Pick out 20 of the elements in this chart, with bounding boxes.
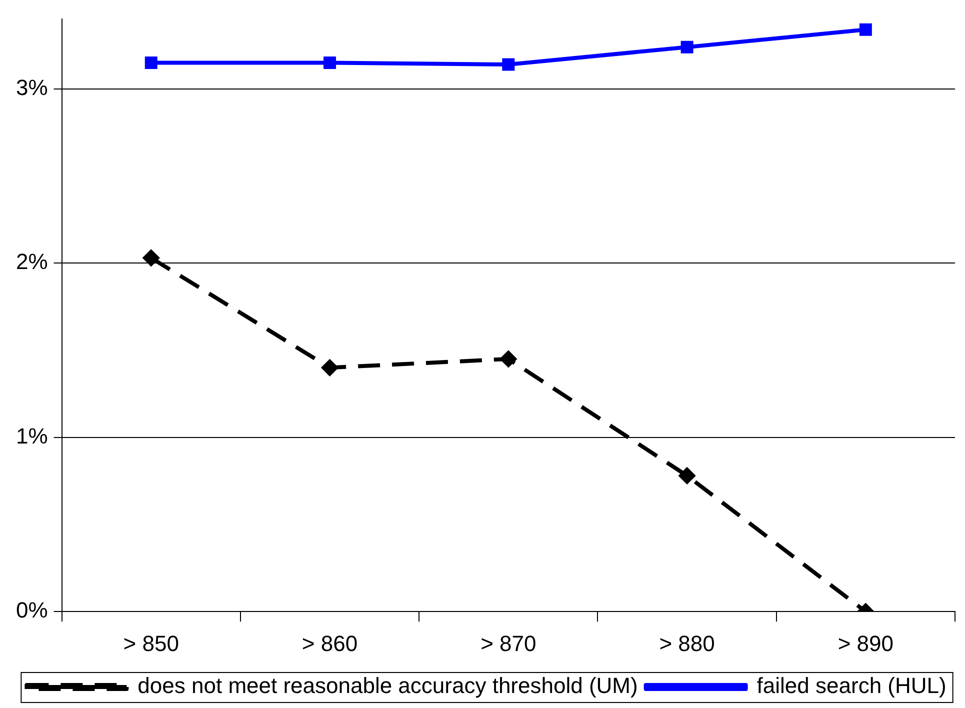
y-tick-label: 2% <box>16 249 48 274</box>
y-tick-label: 1% <box>16 423 48 448</box>
x-tick-label: > 860 <box>302 630 358 656</box>
point <box>324 56 336 69</box>
point <box>679 468 696 484</box>
y-tick-label: 0% <box>16 598 48 623</box>
x-tick-label: > 890 <box>838 630 894 656</box>
point <box>322 360 338 376</box>
point <box>502 58 515 71</box>
point <box>144 56 158 69</box>
legend-label: does not meet reasonable accuracy threshold (UM) <box>138 673 638 698</box>
legend-label: failed search (HUL) <box>756 673 946 698</box>
x-tick-label: > 870 <box>480 630 536 656</box>
x-tick-label: > 880 <box>659 630 715 656</box>
point <box>859 23 872 36</box>
point <box>143 250 160 266</box>
point <box>680 40 694 54</box>
x-tick-label: > 850 <box>123 630 179 656</box>
y-tick-label: 3% <box>16 74 48 100</box>
point <box>500 350 516 367</box>
